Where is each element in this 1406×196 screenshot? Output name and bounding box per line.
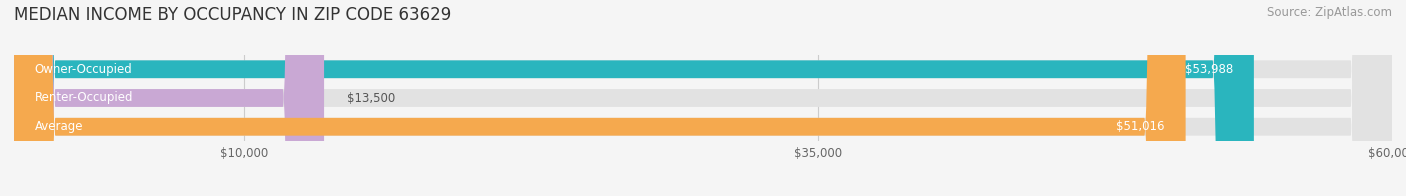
FancyBboxPatch shape <box>14 0 1392 196</box>
Text: Source: ZipAtlas.com: Source: ZipAtlas.com <box>1267 6 1392 19</box>
FancyBboxPatch shape <box>14 0 1392 196</box>
Text: MEDIAN INCOME BY OCCUPANCY IN ZIP CODE 63629: MEDIAN INCOME BY OCCUPANCY IN ZIP CODE 6… <box>14 6 451 24</box>
FancyBboxPatch shape <box>14 0 1392 196</box>
Text: Owner-Occupied: Owner-Occupied <box>35 63 132 76</box>
FancyBboxPatch shape <box>14 0 325 196</box>
Text: Average: Average <box>35 120 83 133</box>
Text: Renter-Occupied: Renter-Occupied <box>35 92 134 104</box>
Text: $51,016: $51,016 <box>1116 120 1166 133</box>
Text: $53,988: $53,988 <box>1185 63 1233 76</box>
FancyBboxPatch shape <box>14 0 1185 196</box>
FancyBboxPatch shape <box>14 0 1254 196</box>
Text: $13,500: $13,500 <box>347 92 395 104</box>
